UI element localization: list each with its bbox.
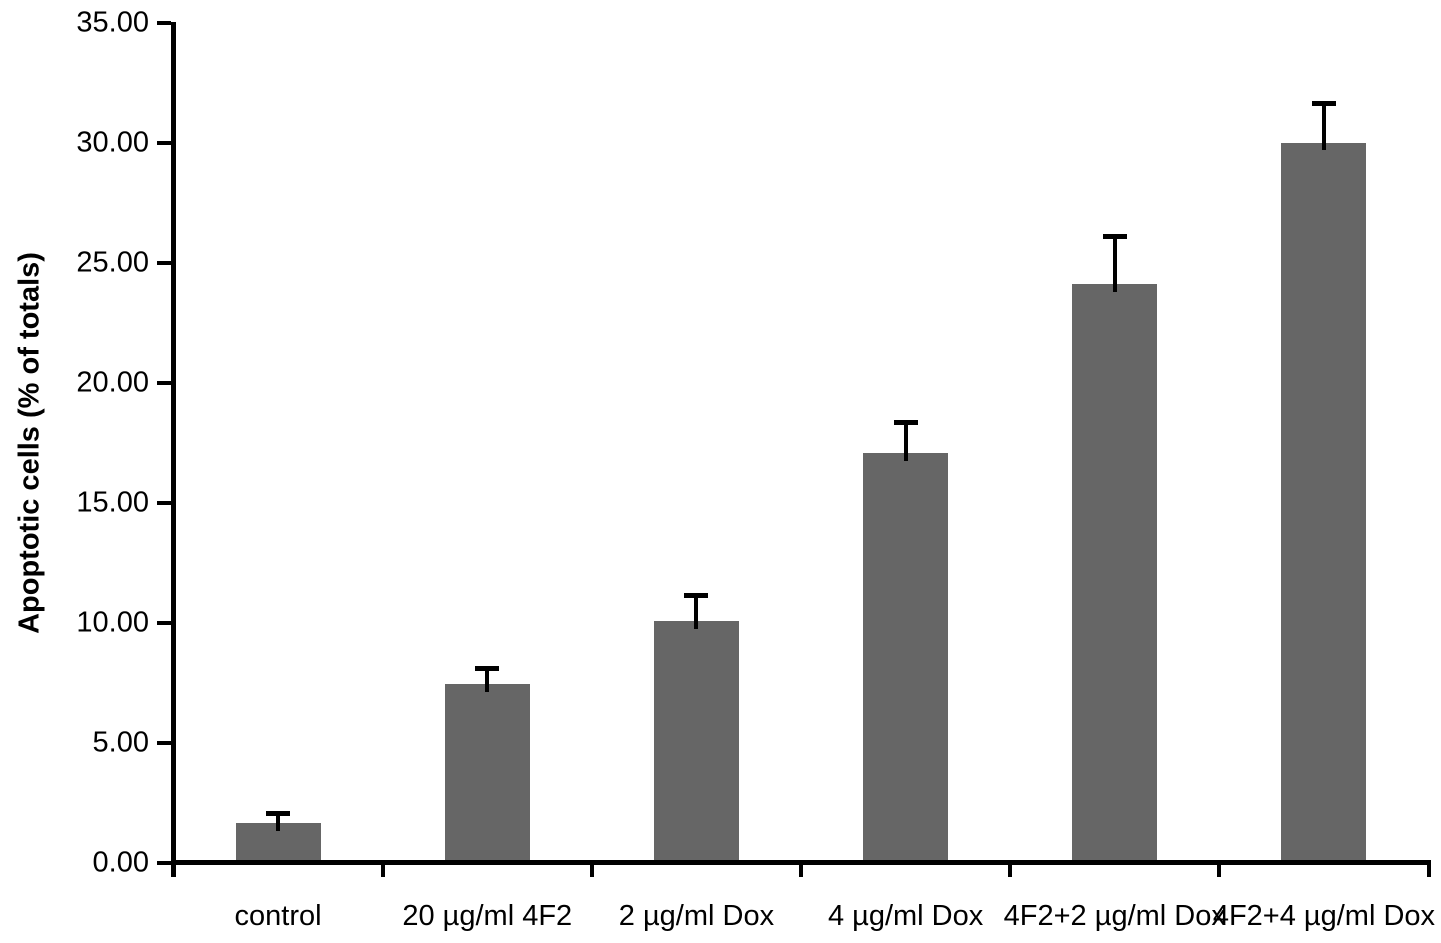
x-category-label: 20 µg/ml 4F2 bbox=[402, 900, 573, 932]
y-axis-line bbox=[171, 22, 176, 877]
bar bbox=[444, 683, 530, 862]
error-bar-stem bbox=[276, 813, 281, 831]
x-tick-mark bbox=[1008, 860, 1013, 877]
bar bbox=[1072, 284, 1158, 862]
y-tick-mark bbox=[157, 860, 171, 865]
y-tick-label: 25.00 bbox=[76, 246, 149, 278]
y-axis-title-text: Apoptotic cells (% of totals) bbox=[13, 252, 46, 634]
y-tick-label: 35.00 bbox=[76, 6, 149, 38]
error-bar-stem bbox=[694, 594, 699, 630]
y-tick-mark bbox=[157, 260, 171, 265]
error-bar-cap bbox=[1102, 234, 1127, 240]
bar bbox=[653, 621, 739, 862]
x-tick-mark bbox=[1426, 860, 1431, 877]
error-bar-cap bbox=[684, 592, 709, 598]
error-bar-cap bbox=[266, 811, 291, 817]
error-bar-stem bbox=[485, 668, 490, 692]
x-category-label: 4F2+4 µg/ml Dox bbox=[1212, 900, 1436, 932]
x-tick-mark bbox=[380, 860, 385, 877]
y-tick-label: 15.00 bbox=[76, 486, 149, 518]
y-tick-mark bbox=[157, 380, 171, 385]
error-bar-stem bbox=[1112, 236, 1117, 293]
error-bar-stem bbox=[1321, 102, 1326, 151]
x-category-label: 4 µg/ml Dox bbox=[827, 900, 984, 932]
x-tick-mark bbox=[1217, 860, 1222, 877]
y-tick-mark bbox=[157, 740, 171, 745]
y-tick-mark bbox=[157, 500, 171, 505]
y-tick-label: 0.00 bbox=[92, 846, 149, 878]
y-tick-label: 20.00 bbox=[76, 366, 149, 398]
y-tick-mark bbox=[157, 140, 171, 145]
y-tick-mark bbox=[157, 20, 171, 25]
error-bar-cap bbox=[1311, 100, 1336, 106]
bar bbox=[863, 453, 949, 862]
x-tick-mark bbox=[589, 860, 594, 877]
y-tick-label: 5.00 bbox=[92, 726, 149, 758]
x-category-label: 4F2+2 µg/ml Dox bbox=[1003, 900, 1226, 932]
error-bar-stem bbox=[903, 422, 908, 462]
y-tick-mark bbox=[157, 620, 171, 625]
x-category-label: 2 µg/ml Dox bbox=[618, 900, 775, 932]
x-category-label: control bbox=[234, 900, 322, 932]
x-axis-line bbox=[171, 860, 1431, 865]
y-tick-label: 10.00 bbox=[76, 606, 149, 638]
y-tick-label: 30.00 bbox=[76, 126, 149, 158]
error-bar-cap bbox=[893, 420, 918, 426]
error-bar-cap bbox=[475, 666, 500, 672]
x-tick-mark bbox=[799, 860, 803, 877]
bar bbox=[1281, 142, 1367, 862]
